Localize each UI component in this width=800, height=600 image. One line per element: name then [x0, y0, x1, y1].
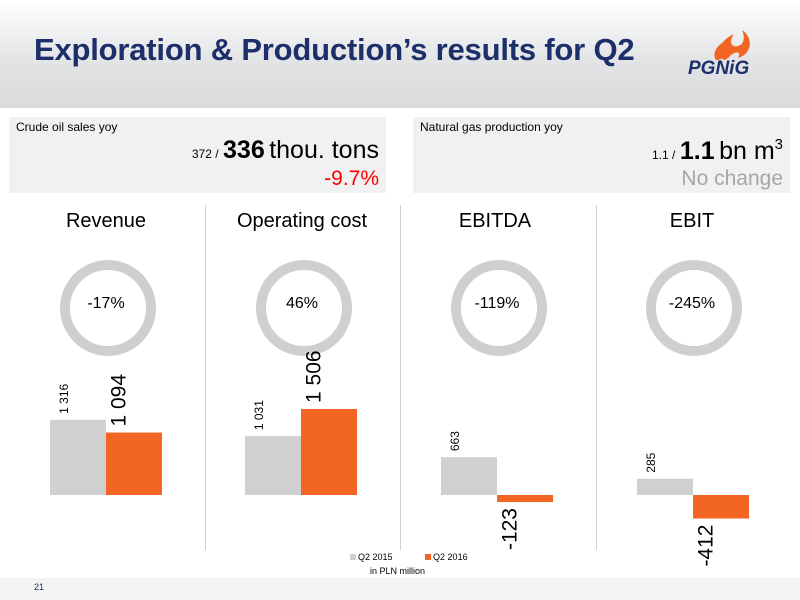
change-ring: [60, 260, 156, 356]
logo-wordmark: PGNiG: [688, 58, 750, 79]
panel-divider: [400, 205, 401, 550]
header-bar: [0, 0, 800, 108]
kpi-unit-superscript: 3: [774, 136, 783, 153]
change-ring: [646, 260, 742, 356]
kpi-change: -9.7%: [324, 167, 379, 190]
bar-ebit-q2-2015: [637, 478, 693, 495]
kpi-crude-oil-box: Crude oil sales yoy 372 / 336 thou. tons…: [9, 117, 386, 193]
page-title: Exploration & Production’s results for Q…: [34, 32, 635, 67]
data-label: 1 031: [252, 400, 266, 430]
kpi-label: Natural gas production yoy: [420, 120, 563, 134]
kpi-label: Crude oil sales yoy: [16, 120, 118, 134]
kpi-current-value: 1.1: [679, 137, 715, 165]
kpi-value: 1.1 / 1.1 bn m3: [652, 136, 783, 166]
panel-divider: [205, 205, 206, 550]
kpi-previous-value: 372 /: [191, 147, 219, 161]
kpi-unit: thou. tons: [269, 136, 379, 164]
legend-item-q2-2016: Q2 2016: [425, 552, 468, 562]
bar-operating-cost-q2-2015: [245, 436, 301, 495]
change-ring: [256, 260, 352, 356]
bar-revenue-q2-2016: [106, 432, 162, 495]
data-label: -412: [694, 525, 717, 567]
change-label-operating-cost: 46%: [285, 295, 319, 312]
change-label-ebitda: -119%: [474, 295, 520, 312]
bar-ebitda-q2-2016: [497, 495, 553, 503]
legend-swatch: [425, 554, 432, 560]
kpi-natural-gas-box: Natural gas production yoy 1.1 / 1.1 bn …: [413, 117, 790, 193]
change-label-revenue: -17%: [87, 295, 125, 312]
footer-bar: [0, 578, 800, 600]
legend-label: Q2 2015: [358, 552, 393, 562]
data-label: 1 094: [107, 374, 130, 427]
panel-title-ebit: EBIT: [669, 210, 715, 232]
panel-title-revenue: Revenue: [65, 210, 147, 232]
data-label: 1 316: [57, 383, 71, 413]
data-label: 285: [644, 452, 658, 472]
panel-divider: [596, 205, 597, 550]
page-number: 21: [34, 582, 45, 592]
bar-ebit-q2-2016: [693, 495, 749, 519]
panel-title-operating-cost: Operating cost: [236, 210, 368, 232]
legend-item-q2-2015: Q2 2015: [350, 552, 393, 562]
bar-revenue-q2-2015: [50, 419, 106, 495]
change-label-ebit: -245%: [668, 295, 716, 312]
legend-label: Q2 2016: [433, 552, 468, 562]
chart-legend: Q2 2015 Q2 2016: [350, 552, 498, 562]
unit-note: in PLN million: [370, 566, 426, 576]
kpi-previous-value: 1.1 /: [652, 148, 676, 162]
data-label: 663: [448, 431, 462, 451]
kpi-change: No change: [681, 167, 783, 190]
data-label: 1 506: [302, 350, 325, 403]
change-ring: [451, 260, 547, 356]
bar-ebitda-q2-2015: [441, 457, 497, 495]
flame-logo-icon: [714, 30, 750, 60]
data-label: -123: [498, 508, 521, 550]
legend-swatch: [350, 554, 356, 560]
panel-title-ebitda: EBITDA: [458, 210, 532, 232]
kpi-unit: bn m: [719, 137, 775, 165]
kpi-value: 372 / 336 thou. tons: [192, 136, 379, 165]
bar-operating-cost-q2-2016: [301, 409, 357, 495]
kpi-current-value: 336: [223, 136, 265, 164]
